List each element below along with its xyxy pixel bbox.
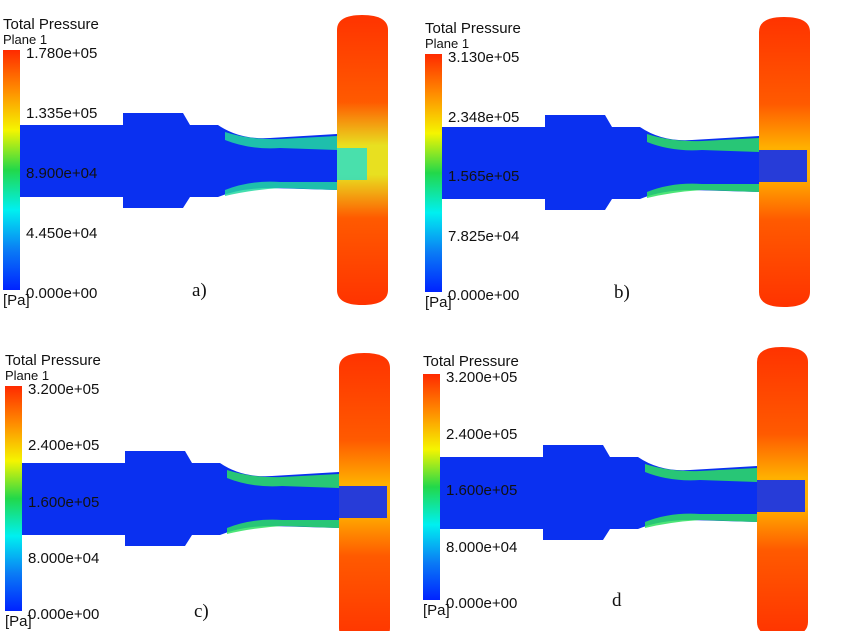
jet-edge [227,470,339,488]
jet-edge [225,132,337,150]
legend-title: Total Pressure [3,16,99,33]
legend-tick-label: 8.900e+04 [26,165,98,182]
legend-tick-label: 4.450e+04 [26,225,98,242]
legend-tick-label: 8.000e+04 [446,538,518,556]
legend-tick-label: 7.825e+04 [448,227,520,245]
legend-subtitle: Plane 1 [5,368,50,383]
legend-tick-label: 0.000e+00 [26,285,98,302]
contour-panel-c: Total Pressure Plane 1 3.200e+05 2.400e+05 1… [2,338,422,631]
legend-tick-label: 0.000e+00 [28,606,100,623]
legend-unit: [Pa] [5,613,32,630]
legend-title: Total Pressure [425,20,521,37]
legend-tick-label: 1.565e+05 [448,168,520,185]
legend-unit: [Pa] [425,294,452,311]
color-legend-bar [3,50,20,290]
tee-jet-core [759,150,807,182]
jet-edge [647,183,759,198]
legend-tick-label: 2.400e+05 [446,425,518,443]
legend-tick-label: 3.200e+05 [28,381,100,398]
legend-tick-label: 1.600e+05 [28,493,100,511]
panel-label: a) [192,280,207,301]
tee-jet-core [757,480,805,512]
contour-panel-a: Total Pressure Plane 1 1.780e+05 1.335e+05 8… [0,0,420,315]
legend-tick-label: 1.780e+05 [26,45,98,62]
legend-tick-label: 3.130e+05 [448,49,520,66]
legend-tick-label: 2.400e+05 [28,437,100,455]
legend-subtitle: Plane 1 [3,32,48,47]
legend-title: Total Pressure [423,353,519,370]
panel-label: b) [614,282,630,303]
legend-unit: [Pa] [3,292,30,309]
contour-panel-b: Total Pressure Plane 1 3.130e+05 2.348e+05 1… [422,2,842,317]
legend-tick-label: 0.000e+00 [446,595,518,612]
pipe-body [430,115,759,210]
legend-tick-label: 8.000e+04 [28,549,100,567]
legend-tick-label: 2.348e+05 [448,108,520,126]
panel-label: c) [194,601,209,622]
legend-tick-label: 3.200e+05 [446,369,518,386]
jet-edge [647,134,759,152]
color-legend-bar [423,374,440,600]
jet-edge [645,464,757,482]
legend-tick-label: 1.335e+05 [26,105,98,122]
color-legend-bar [5,386,22,611]
jet-edge [227,519,339,534]
color-legend-bar [425,54,442,292]
jet-edge [645,513,757,528]
legend-title: Total Pressure [5,352,101,369]
flow-domain [428,347,808,631]
legend-subtitle: Plane 1 [425,36,470,51]
legend-tick-label: 0.000e+00 [448,287,520,304]
flow-domain [10,353,390,631]
tee-jet-core [337,148,367,180]
flow-domain [8,15,388,305]
flow-domain [430,17,810,307]
panel-label: d [612,590,622,611]
jet-edge [225,181,337,196]
legend-tick-label: 1.600e+05 [446,482,518,499]
contour-panel-d: Total Pressure 3.200e+05 2.400e+05 1.600e+0… [420,332,840,631]
legend-unit: [Pa] [423,602,450,619]
pipe-body [8,113,337,208]
tee-jet-core [339,486,387,518]
